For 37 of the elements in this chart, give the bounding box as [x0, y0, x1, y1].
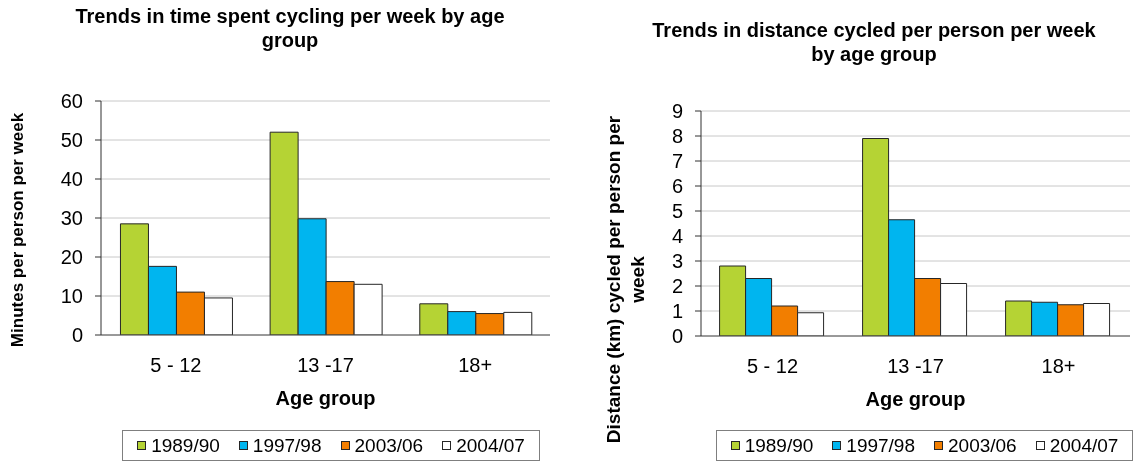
x-tick-label: 13 -17 [297, 354, 354, 377]
y-tick-label: 4 [671, 225, 683, 248]
x-tick-label: 5 - 12 [746, 355, 799, 378]
y-tick-label: 40 [60, 168, 83, 191]
legend-label: 1997/98 [846, 434, 915, 457]
x-axis-title: Age group [275, 387, 376, 409]
y-tick-label: 9 [671, 100, 683, 123]
x-tick-label: 18+ [458, 354, 493, 377]
legend-label: 2003/06 [948, 434, 1017, 457]
chart-title: Trends in time spent cycling per week by age group [74, 4, 506, 52]
legend-label: 2004/07 [456, 434, 525, 457]
y-tick-label: 30 [60, 207, 83, 230]
y-tick-label: 1 [671, 300, 683, 323]
x-tick-label: 5 - 12 [150, 354, 202, 377]
y-tick-label: 10 [60, 285, 83, 308]
y-tick-label: 3 [671, 250, 683, 273]
y-tick-label: 7 [671, 150, 683, 173]
y-tick-label: 50 [60, 129, 83, 152]
x-tick-label: 13 -17 [887, 355, 944, 378]
legend-label: 2004/07 [1049, 434, 1119, 457]
y-tick-label: 6 [671, 175, 683, 198]
y-tick-label: 0 [671, 325, 683, 348]
x-axis-title: Age group [865, 388, 966, 410]
legend-label: 1989/90 [744, 434, 814, 457]
y-tick-label: 0 [71, 324, 83, 347]
chart-title: Trends in distance cycled per person per week by age group [651, 18, 1097, 66]
y-tick-label: 5 [671, 200, 683, 223]
legend-label: 2003/06 [354, 434, 424, 457]
y-tick-label: 60 [60, 90, 83, 113]
y-tick-label: 20 [60, 246, 83, 269]
x-tick-label: 18+ [1041, 355, 1076, 378]
y-tick-label: 8 [671, 125, 683, 148]
legend-label: 1989/90 [151, 434, 220, 457]
y-tick-label: 2 [671, 275, 683, 298]
y-axis-title: Distance (km) cycled per person per week [602, 115, 648, 444]
legend-label: 1997/98 [252, 434, 322, 457]
y-axis-title: Minutes per person per week [7, 112, 27, 348]
